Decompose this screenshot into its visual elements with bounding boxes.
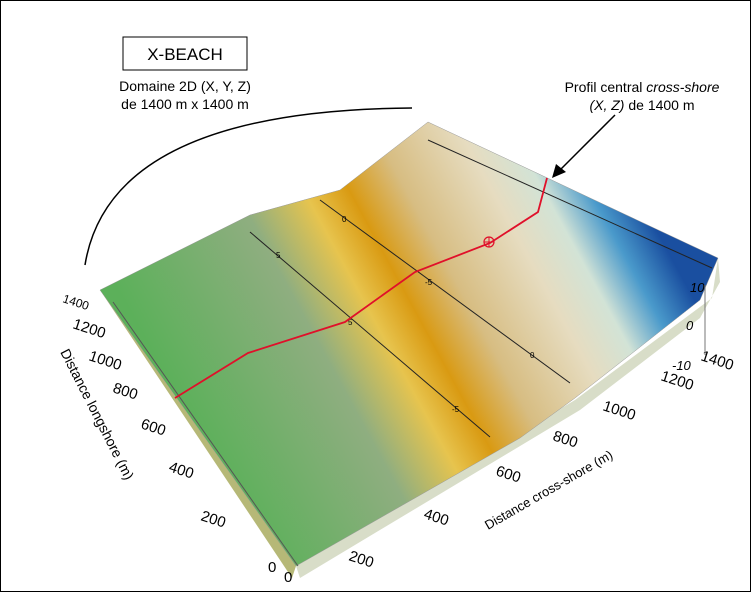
domain-arc [84, 107, 413, 266]
tick-label: 0 [686, 318, 694, 333]
front-face [296, 258, 720, 578]
surface [99, 121, 719, 567]
contours [112, 139, 713, 567]
text: (X, Z) [589, 97, 624, 113]
longshore-ticks: 1400 1200 1000 800 600 400 200 0 [61, 292, 276, 576]
contour-label: 5 [348, 318, 353, 327]
tick-label: 600 [139, 416, 168, 440]
contour-label: 0 [342, 215, 347, 224]
domain-note: Domaine 2D (X, Y, Z) [119, 78, 251, 94]
domain-note: de 1400 m x 1400 m [121, 96, 249, 112]
text: de 1400 m [624, 97, 694, 113]
tick-label: 0 [268, 559, 276, 576]
tick-label: 200 [347, 548, 376, 572]
profile-line [174, 177, 548, 399]
arrow-head [552, 164, 566, 178]
contour-label: -5 [452, 405, 460, 414]
contour-label: 5 [276, 251, 281, 260]
contour [319, 199, 571, 384]
side-face [100, 290, 296, 578]
contour [427, 139, 713, 269]
tick-label: 400 [167, 459, 196, 483]
tick-label: -10 [672, 358, 692, 373]
tick-label: 800 [551, 428, 580, 452]
text: cross-shore [646, 79, 719, 95]
tick-label: 0 [284, 569, 292, 586]
tick-label: 400 [422, 506, 451, 530]
contour [112, 301, 299, 567]
tick-label: 200 [199, 508, 228, 532]
profile-note: (X, Z) de 1400 m [589, 97, 694, 113]
contour-label: 0 [530, 351, 535, 360]
text: Profil central [565, 79, 647, 95]
profile-note: Profil central cross-shore [565, 79, 720, 95]
title-box [122, 36, 248, 71]
contour [249, 231, 491, 438]
tick-label: 600 [494, 463, 523, 487]
tick-label: 800 [111, 380, 140, 404]
arrow [559, 114, 616, 171]
contour-label: -5 [425, 278, 433, 287]
tick-label: 10 [690, 280, 705, 295]
title: X-BEACH [147, 45, 223, 64]
